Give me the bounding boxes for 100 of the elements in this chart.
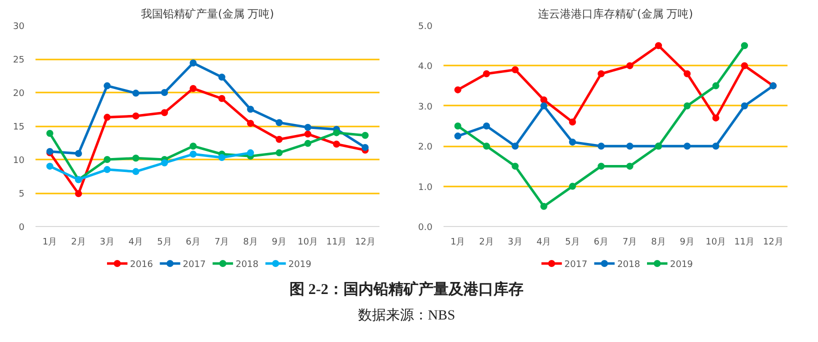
point xyxy=(333,129,340,136)
point xyxy=(276,136,283,143)
point xyxy=(512,162,519,170)
point xyxy=(132,154,140,162)
x-tick-label: 4月 xyxy=(128,238,144,248)
point xyxy=(218,95,226,102)
legend-label: 2018 xyxy=(236,260,259,270)
y-tick-label: 1.0 xyxy=(418,182,433,193)
point xyxy=(104,82,111,90)
point xyxy=(540,202,548,210)
point xyxy=(46,130,54,137)
chart-title: 我国铅精矿产量(金属 万吨) xyxy=(140,8,274,20)
point xyxy=(75,190,82,198)
x-tick-label: 12月 xyxy=(762,238,784,248)
x-tick-label: 9月 xyxy=(680,238,695,248)
x-tick-label: 7月 xyxy=(214,238,230,248)
x-tick-label: 3月 xyxy=(508,238,523,248)
y-tick-label: 20 xyxy=(13,89,25,99)
point xyxy=(598,142,605,150)
point xyxy=(483,142,490,150)
point xyxy=(132,112,140,120)
point xyxy=(276,119,283,126)
x-tick-label: 2月 xyxy=(479,238,494,248)
point xyxy=(569,138,576,146)
x-tick-label: 2月 xyxy=(71,238,86,248)
point xyxy=(104,166,111,174)
point xyxy=(333,140,340,148)
legend-label: 2017 xyxy=(564,260,588,270)
point xyxy=(132,90,140,97)
point xyxy=(454,122,462,130)
point xyxy=(218,154,226,161)
point xyxy=(741,62,748,70)
x-tick-label: 3月 xyxy=(100,238,115,248)
caption: 图 2-2：国内铅精矿产量及港口库存 xyxy=(290,280,524,298)
x-tick-label: 10月 xyxy=(706,238,726,248)
point xyxy=(483,70,490,78)
x-tick-label: 12月 xyxy=(354,238,376,248)
y-tick-label: 15 xyxy=(13,122,24,132)
point xyxy=(655,42,662,50)
legend-label: 2019 xyxy=(288,260,312,270)
point xyxy=(304,140,312,147)
y-tick-label: 4.0 xyxy=(418,62,433,72)
point xyxy=(46,162,54,170)
point xyxy=(454,132,462,140)
point xyxy=(362,144,369,151)
y-tick-label: 5 xyxy=(18,190,25,200)
point xyxy=(684,70,691,78)
point xyxy=(483,122,490,130)
point xyxy=(569,182,576,190)
x-tick-label: 1月 xyxy=(42,238,58,248)
point xyxy=(104,156,111,163)
legend-label: 2017 xyxy=(182,260,206,270)
x-tick-label: 11月 xyxy=(326,238,347,248)
point xyxy=(104,114,111,121)
chart-title: 连云港港口库存精矿(金属 万吨) xyxy=(538,8,694,20)
point xyxy=(454,86,462,94)
y-tick-label: 25 xyxy=(13,56,24,66)
x-tick-label: 6月 xyxy=(594,238,609,248)
point xyxy=(304,124,312,131)
point xyxy=(712,82,720,90)
x-tick-label: 1月 xyxy=(450,238,466,248)
x-tick-label: 10月 xyxy=(298,238,318,248)
point xyxy=(512,66,519,74)
y-tick-label: 0.0 xyxy=(418,223,433,233)
y-tick-label: 10 xyxy=(13,156,25,166)
point xyxy=(247,120,254,127)
legend-label: 2019 xyxy=(670,260,694,270)
x-tick-label: 4月 xyxy=(536,238,552,248)
point xyxy=(540,102,548,110)
y-tick-label: 0 xyxy=(18,223,25,233)
source-note: 数据来源：NBS xyxy=(358,308,456,324)
x-tick-label: 6月 xyxy=(186,238,201,248)
point xyxy=(598,70,605,78)
point xyxy=(247,106,254,113)
point xyxy=(598,162,605,170)
point xyxy=(190,60,197,67)
x-tick-label: 5月 xyxy=(157,238,172,248)
y-tick-label: 30 xyxy=(13,22,25,32)
point xyxy=(712,114,720,122)
x-tick-label: 9月 xyxy=(272,238,287,248)
x-tick-label: 5月 xyxy=(565,238,580,248)
y-tick-label: 5.0 xyxy=(418,22,433,32)
point xyxy=(75,150,82,157)
point xyxy=(218,74,226,81)
point xyxy=(512,142,519,150)
point xyxy=(161,109,168,116)
y-tick-label: 2.0 xyxy=(418,142,433,153)
x-tick-label: 8月 xyxy=(243,238,258,248)
legend-label: 2018 xyxy=(617,260,640,270)
x-tick-label: 11月 xyxy=(734,238,755,248)
point xyxy=(190,84,197,92)
point xyxy=(540,96,548,104)
point xyxy=(304,130,312,138)
point xyxy=(247,149,254,156)
x-tick-label: 7月 xyxy=(622,238,638,248)
legend-label: 2016 xyxy=(130,260,154,270)
point xyxy=(626,162,634,170)
point xyxy=(190,150,197,158)
point xyxy=(741,42,748,50)
point xyxy=(161,89,168,96)
